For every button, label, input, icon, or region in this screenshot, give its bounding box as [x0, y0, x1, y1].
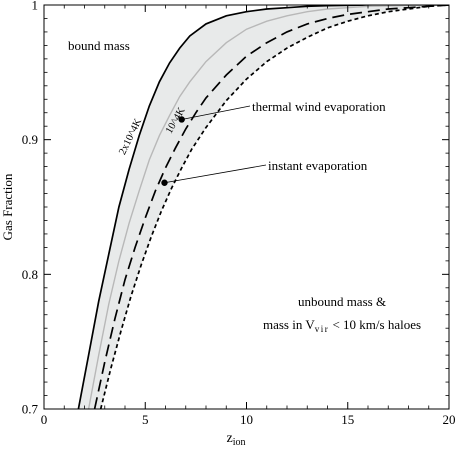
y-tick-label: 0.9	[22, 132, 38, 147]
annotation-thermal-wind: thermal wind evaporation	[252, 99, 386, 114]
series-line-thermal-wind-evaporation	[93, 5, 449, 409]
x-axis-label: zion	[227, 431, 246, 448]
leader-line-thermal-wind-evaporation	[181, 105, 251, 120]
annotation-instant-evap: instant evaporation	[268, 158, 368, 173]
leader-line-instant-evaporation	[164, 164, 267, 184]
series-line-10-4-k	[87, 5, 449, 409]
y-tick-label: 0.7	[22, 402, 39, 417]
y-tick-label: 0.8	[22, 267, 38, 282]
y-tick-label: 1	[32, 0, 39, 13]
x-tick-label: 10	[240, 412, 253, 427]
annotation-vvir-haloes: mass in Vvir < 10 km/s haloes	[263, 317, 421, 334]
x-tick-label: 20	[443, 412, 456, 427]
series-line-2x10-4-k	[77, 5, 449, 409]
x-tick-label: 15	[341, 412, 354, 427]
annotation-unbound-mass: unbound mass &	[298, 294, 386, 309]
x-tick-label: 0	[41, 412, 48, 427]
annotation-bound-mass: bound mass	[68, 38, 130, 53]
marker-thermal-wind-evaporation	[178, 116, 185, 123]
y-axis-label: Gas Fraction	[0, 173, 15, 240]
shaded-band	[78, 5, 449, 409]
marker-instant-evaporation	[161, 179, 168, 186]
x-tick-label: 5	[142, 412, 149, 427]
